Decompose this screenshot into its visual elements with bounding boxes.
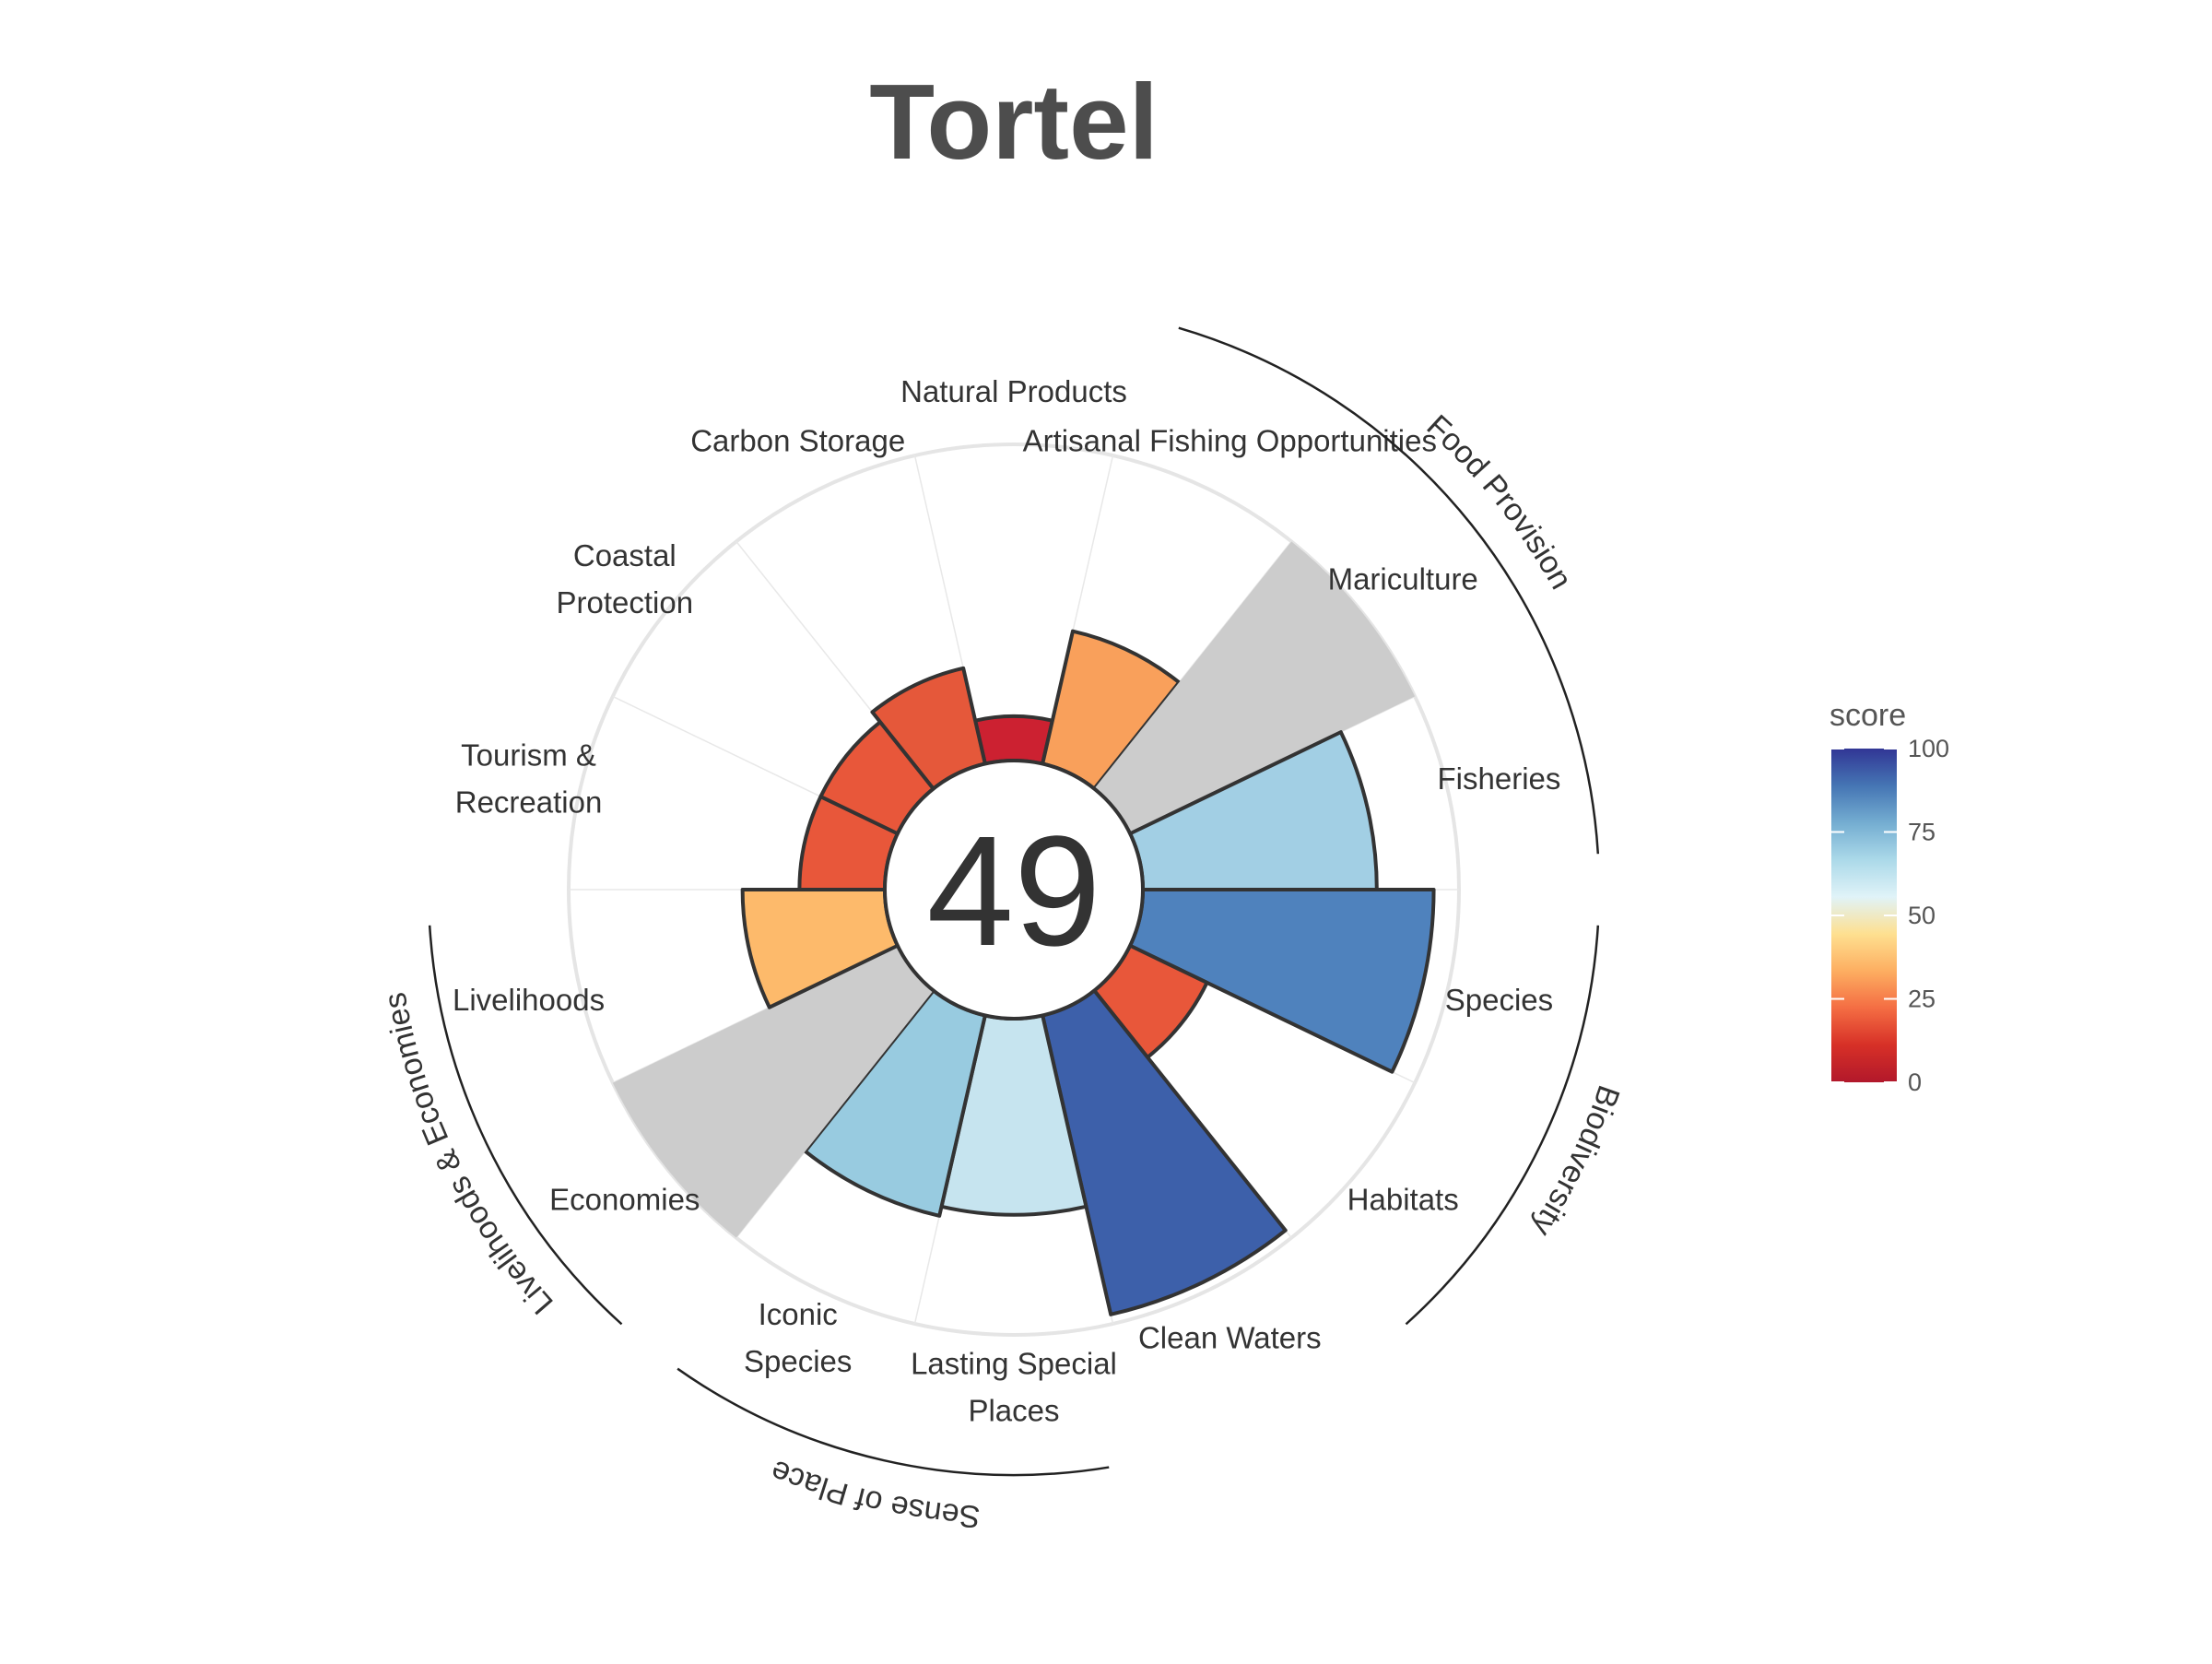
chart-title: Tortel [869,62,1159,182]
legend-tick-label: 100 [1908,735,1949,762]
segment-labels: Natural Products Artisanal Fishing Opport… [453,374,1560,1428]
segment-label-coastal-protection: Coastal Protection [557,538,694,620]
segment-label-mariculture: Mariculture [1328,561,1478,596]
legend-tick-label: 0 [1908,1068,1922,1096]
segment-label-livelihoods: Livelihoods [453,983,605,1017]
segment-label-carbon-storage: Carbon Storage [690,423,905,457]
bar-layer [612,541,1436,1316]
color-legend: score 0 25 50 75 100 [1830,698,1949,1096]
bar-natural-products [973,714,1054,766]
segment-label-lasting-special-places: Lasting Special Places [911,1347,1117,1428]
bar-mariculture-na [1094,541,1416,834]
group-arc-sense-of-place [677,1367,1110,1477]
segment-label-clean-waters: Clean Waters [1138,1321,1322,1355]
segment-label-natural-products: Natural Products [900,374,1127,408]
legend-title: score [1830,698,1906,733]
segment-label-fisheries: Fisheries [1438,761,1561,796]
group-label-sense-of-place: Sense of Place [766,1453,982,1534]
center-score: 49 [926,804,1100,979]
segment-label-iconic-species: Iconic Species [744,1297,852,1378]
legend-tick-label: 75 [1908,819,1936,846]
segment-label-economies: Economies [549,1183,700,1217]
legend-tick-label: 50 [1908,902,1936,929]
group-label-biodiversity: Biodiversity [1524,1081,1626,1243]
bar-economies-na [612,945,934,1238]
group-arc-biodiversity [1405,925,1600,1326]
group-arc-livelihoods-and-economies [428,925,623,1326]
segment-label-species: Species [1445,983,1553,1017]
segment-label-tourism-and-recreation: Tourism & Recreation [455,738,603,819]
segment-label-artisanal-fishing-opportunities: Artisanal Fishing Opportunities [1023,423,1437,457]
group-arc-food-provision [1178,326,1600,855]
legend-tick-label: 25 [1908,985,1936,1013]
segment-label-habitats: Habitats [1347,1183,1459,1217]
group-label-livelihoods-and-economies: Livelihoods & Economies [378,990,560,1321]
center-circle [883,759,1145,1021]
